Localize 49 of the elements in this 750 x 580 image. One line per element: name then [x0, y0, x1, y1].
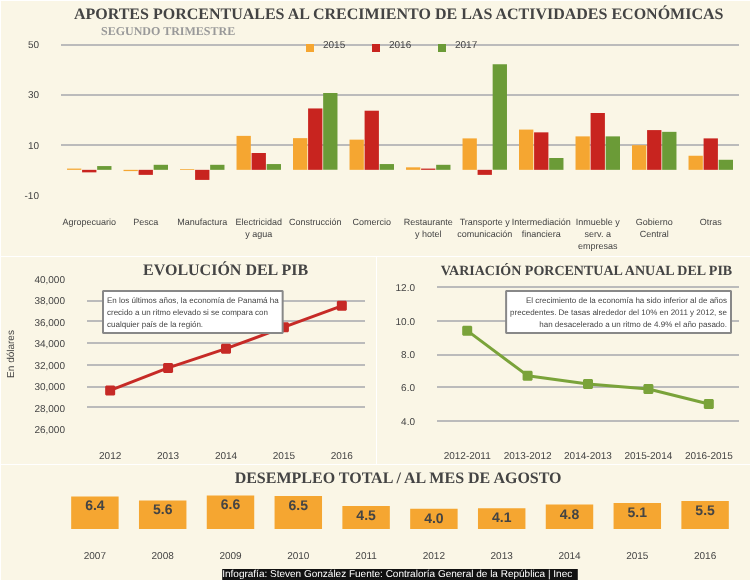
bar — [613, 503, 662, 529]
point — [522, 370, 533, 381]
bar — [632, 145, 647, 170]
chart-title: EVOLUCIÓN DEL PIB — [143, 261, 310, 279]
bar — [477, 508, 526, 529]
bar — [549, 158, 564, 170]
bar — [718, 159, 733, 170]
bar — [519, 129, 534, 170]
bar — [195, 169, 210, 180]
bar — [349, 139, 364, 170]
chart-title: APORTES PORCENTUALES AL CRECIMIENTO DE LAS ACTIVIDADES ECONÓMICAS — [73, 5, 725, 23]
chart-title: DESEMPLEO TOTAL / AL MES DE AGOSTO — [234, 469, 562, 487]
bar — [342, 506, 390, 529]
bar — [323, 93, 338, 170]
bar — [703, 138, 718, 170]
bar — [293, 138, 308, 170]
point — [462, 325, 473, 336]
bar — [138, 169, 153, 175]
point — [583, 379, 593, 389]
bar — [236, 135, 251, 170]
bar — [379, 164, 394, 170]
bar — [575, 136, 590, 170]
bar — [153, 164, 168, 170]
bar — [138, 500, 187, 529]
bar — [206, 495, 255, 529]
point — [105, 385, 116, 396]
point — [703, 399, 714, 409]
bar — [364, 110, 379, 170]
bar — [492, 64, 507, 170]
point — [336, 300, 347, 311]
bar — [605, 136, 620, 170]
bar — [681, 501, 729, 529]
bar — [210, 164, 225, 170]
point — [163, 362, 174, 373]
bar — [436, 164, 451, 170]
point — [221, 343, 231, 354]
bar — [477, 169, 492, 175]
point — [643, 384, 654, 394]
bar — [534, 132, 549, 170]
bar — [647, 130, 662, 170]
bar — [274, 495, 323, 529]
bar — [688, 155, 703, 170]
bar — [590, 112, 605, 170]
bar — [266, 164, 281, 170]
bar — [308, 108, 323, 170]
bar — [462, 138, 477, 170]
bar — [251, 152, 266, 170]
bar — [71, 496, 119, 529]
bar — [662, 131, 677, 170]
